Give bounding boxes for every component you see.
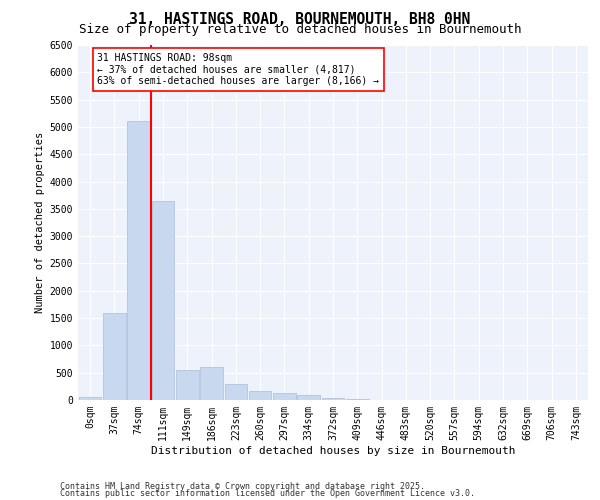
Bar [176, 370, 199, 400]
Bar [298, 395, 320, 400]
Text: Contains HM Land Registry data © Crown copyright and database right 2025.: Contains HM Land Registry data © Crown c… [60, 482, 425, 491]
Bar [103, 312, 126, 400]
Bar [200, 367, 223, 400]
Text: Contains public sector information licensed under the Open Government Licence v3: Contains public sector information licen… [60, 489, 475, 498]
X-axis label: Distribution of detached houses by size in Bournemouth: Distribution of detached houses by size … [151, 446, 515, 456]
Bar [273, 393, 296, 400]
Bar [249, 390, 271, 400]
Text: 31, HASTINGS ROAD, BOURNEMOUTH, BH8 0HN: 31, HASTINGS ROAD, BOURNEMOUTH, BH8 0HN [130, 12, 470, 28]
Bar [152, 200, 174, 400]
Text: 31 HASTINGS ROAD: 98sqm
← 37% of detached houses are smaller (4,817)
63% of semi: 31 HASTINGS ROAD: 98sqm ← 37% of detache… [97, 53, 379, 86]
Y-axis label: Number of detached properties: Number of detached properties [35, 132, 46, 313]
Bar [224, 384, 247, 400]
Bar [127, 122, 150, 400]
Text: Size of property relative to detached houses in Bournemouth: Size of property relative to detached ho… [79, 22, 521, 36]
Bar [322, 398, 344, 400]
Bar [79, 396, 101, 400]
